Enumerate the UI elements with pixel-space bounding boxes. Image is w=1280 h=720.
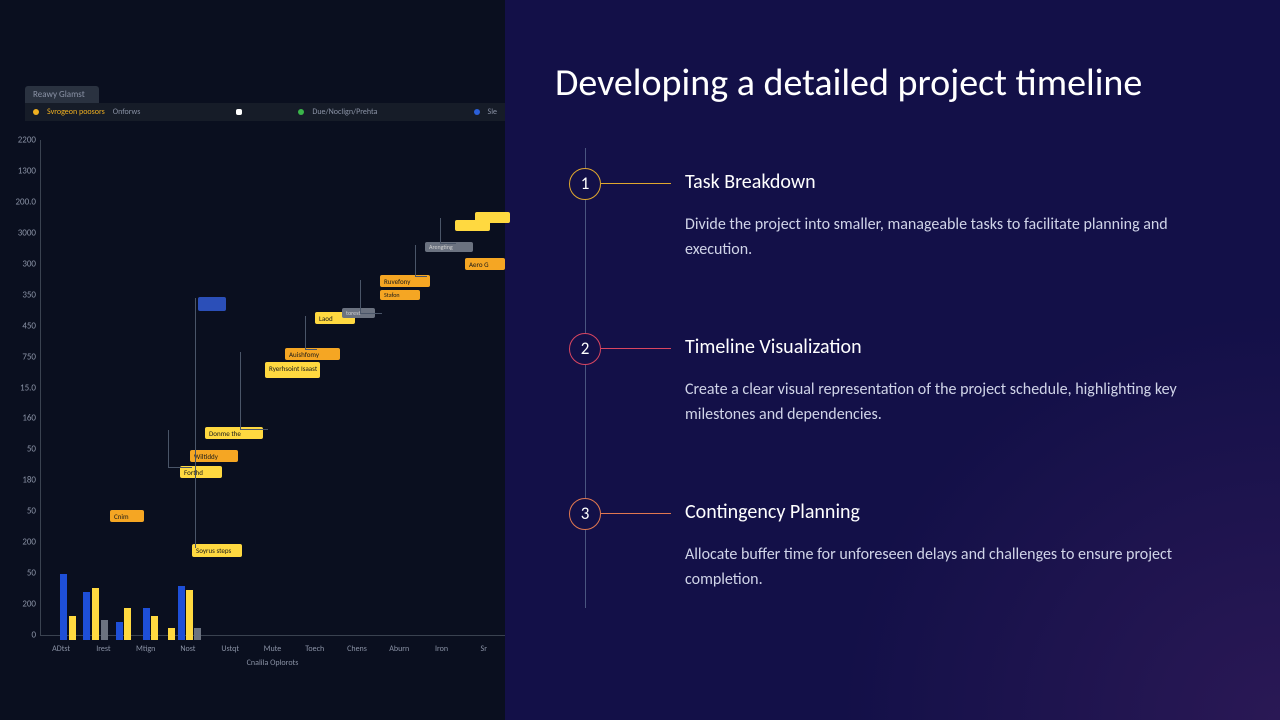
y-axis-label: 3000 [18, 227, 36, 238]
x-axis-label: ADtst [40, 644, 82, 654]
bar-chart-bar [69, 616, 76, 640]
step-title: Timeline Visualization [685, 335, 1230, 359]
gantt-connector [305, 316, 317, 350]
gantt-task-bar[interactable]: Aero G [465, 258, 505, 270]
step-number-circle: 1 [569, 168, 601, 200]
bar-chart-bar [83, 592, 90, 640]
gantt-task-bar[interactable]: Soyrus steps [192, 544, 242, 557]
y-axis-label: 450 [22, 320, 36, 331]
status-dot-icon [298, 109, 304, 115]
bar-chart-bar [60, 574, 67, 640]
x-axis-label: Iron [420, 644, 462, 654]
x-axis-labels: ADtstIrestMtignNostUstqtMuteToechChensAb… [40, 644, 505, 654]
y-axis-label: 750 [22, 351, 36, 362]
y-axis-label: 200 [22, 599, 36, 610]
x-axis-title: Cnalila Oplorots [247, 658, 299, 668]
gantt-connector [440, 218, 456, 244]
step-number-circle: 3 [569, 498, 601, 530]
x-axis-label: Aburn [378, 644, 420, 654]
gantt-chart: 22001300200.0300030035045075015.01605018… [40, 140, 505, 680]
bar-chart-bar [194, 628, 201, 640]
x-axis-line [40, 635, 505, 636]
x-axis-label: Nost [167, 644, 209, 654]
x-axis-label: Irest [82, 644, 124, 654]
step-title: Task Breakdown [685, 170, 1230, 194]
step-connector [601, 348, 671, 350]
gantt-task-bar[interactable] [198, 297, 226, 311]
y-axis-label: 2200 [18, 135, 36, 146]
y-axis-label: 0 [31, 630, 36, 641]
x-axis-label: Sr [463, 644, 505, 654]
step-connector [601, 513, 671, 515]
gantt-task-bar[interactable]: Stafon [380, 290, 420, 300]
gantt-connector [415, 245, 427, 277]
x-axis-label: Toech [294, 644, 336, 654]
toolbar-item[interactable]: Sle [488, 107, 498, 117]
bar-chart-bar [92, 588, 99, 640]
toolbar-item[interactable]: Due/Noclign/Prehta [312, 107, 377, 117]
x-axis-label: Chens [336, 644, 378, 654]
bar-chart-bar [143, 608, 150, 640]
y-axis-label: 180 [22, 475, 36, 486]
gantt-connector [168, 430, 192, 468]
bar-chart-bar [101, 620, 108, 640]
step-desc: Allocate buffer time for unforeseen dela… [685, 542, 1230, 593]
gantt-task-bar[interactable]: Wiltiddy [190, 450, 238, 462]
bar-chart-bar [116, 622, 123, 640]
bar-chart-bar [124, 608, 131, 640]
x-axis-label: Mtign [125, 644, 167, 654]
gantt-task-bar[interactable] [475, 212, 510, 223]
timeline-item: 2Timeline VisualizationCreate a clear vi… [585, 333, 1230, 428]
window-toolbar: Svrogeon poosors Onforws Due/Noclign/Pre… [25, 103, 505, 121]
x-axis-label: Ustqt [209, 644, 251, 654]
bar-chart-bar [178, 586, 185, 640]
timeline-item: 1Task BreakdownDivide the project into s… [585, 168, 1230, 263]
checkmark-icon [236, 109, 242, 115]
gantt-task-bar[interactable]: Ryerhsoint Isaast [265, 362, 320, 378]
y-axis-label: 1300 [18, 165, 36, 176]
y-axis-label: 350 [22, 289, 36, 300]
timeline-item: 3Contingency PlanningAllocate buffer tim… [585, 498, 1230, 593]
toolbar-item[interactable]: Svrogeon poosors [47, 107, 105, 117]
y-axis-label: 50 [27, 568, 36, 579]
chart-window: Reawy Glamst Svrogeon poosors Onforws Du… [25, 83, 505, 121]
bar-chart-bar [151, 616, 158, 640]
y-axis-label: 50 [27, 444, 36, 455]
step-desc: Divide the project into smaller, managea… [685, 212, 1230, 263]
toolbar-item[interactable]: Onforws [113, 107, 141, 117]
status-dot-icon [33, 109, 39, 115]
gantt-connector [195, 298, 196, 548]
x-axis-label: Mute [251, 644, 293, 654]
step-number-circle: 2 [569, 333, 601, 365]
y-axis-label: 200 [22, 537, 36, 548]
step-connector [601, 183, 671, 185]
bar-chart-bar [168, 628, 175, 640]
timeline: 1 Task Breakdown Divide the project into s… [555, 168, 1230, 594]
gantt-connector [360, 280, 382, 314]
window-tab[interactable]: Reawy Glamst [25, 86, 99, 103]
left-panel: Reawy Glamst Svrogeon poosors Onforws Du… [0, 0, 505, 720]
step-desc: Create a clear visual representation of … [685, 377, 1230, 428]
y-axis-label: 15.0 [20, 382, 36, 393]
y-axis-line [40, 140, 41, 635]
y-axis-label: 50 [27, 506, 36, 517]
bar-chart-bar [186, 590, 193, 640]
right-panel: Developing a detailed project timeline 1… [505, 0, 1280, 720]
gantt-connector [240, 352, 268, 430]
y-axis-label: 160 [22, 413, 36, 424]
step-title: Contingency Planning [685, 500, 1230, 524]
page-title: Developing a detailed project timeline [555, 60, 1230, 108]
y-axis-label: 300 [22, 258, 36, 269]
status-dot-icon [474, 109, 480, 115]
y-axis-label: 200.0 [15, 196, 36, 207]
gantt-task-bar[interactable]: Cnim [110, 510, 144, 522]
